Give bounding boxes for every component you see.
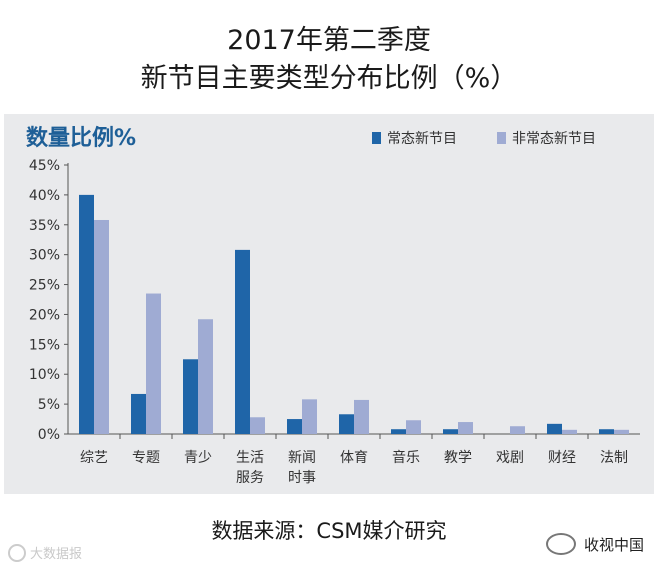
y-tick-label: 30% bbox=[29, 248, 60, 264]
x-tick-label: 综艺 bbox=[80, 450, 108, 466]
x-tick-label: 时事 bbox=[288, 470, 316, 486]
x-tick-label: 音乐 bbox=[392, 449, 420, 466]
y-tick-label: 20% bbox=[29, 307, 60, 323]
watermark-right-text: 收视中国 bbox=[583, 535, 644, 554]
x-tick-label: 财经 bbox=[548, 450, 576, 466]
bar-regular bbox=[391, 429, 406, 434]
y-tick-label: 5% bbox=[38, 397, 60, 413]
x-tick-label: 戏剧 bbox=[496, 450, 524, 466]
bar-regular bbox=[79, 194, 94, 434]
y-tick-label: 45% bbox=[29, 158, 60, 174]
x-tick-label: 教学 bbox=[444, 450, 472, 466]
y-tick-label: 0% bbox=[38, 427, 60, 443]
chart-panel bbox=[4, 114, 654, 494]
watermark-logo-icon bbox=[8, 543, 26, 562]
y-axis-label: 数量比例% bbox=[26, 126, 137, 151]
bar-special bbox=[406, 420, 421, 434]
y-tick-label: 15% bbox=[29, 337, 60, 353]
bar-special bbox=[198, 319, 213, 434]
bar-special bbox=[562, 429, 577, 434]
watermark-left: 大数据报 bbox=[8, 543, 82, 562]
bar-special bbox=[354, 399, 369, 434]
bar-special bbox=[94, 219, 109, 434]
y-tick-label: 25% bbox=[29, 278, 60, 294]
legend-swatch-special bbox=[497, 132, 506, 144]
x-tick-label: 青少 bbox=[184, 450, 212, 466]
bar-regular bbox=[599, 429, 614, 434]
legend-label-regular: 常态新节目 bbox=[387, 131, 457, 147]
data-source: 数据来源：CSM媒介研究 bbox=[211, 519, 447, 543]
wechat-icon bbox=[545, 533, 576, 555]
x-tick-label: 新闻 bbox=[288, 450, 316, 466]
bar-regular bbox=[235, 249, 250, 434]
bar-special bbox=[146, 293, 161, 434]
watermark-right: 收视中国 bbox=[545, 533, 644, 555]
watermark-left-text: 大数据报 bbox=[30, 547, 83, 562]
bar-special bbox=[250, 417, 265, 434]
y-tick-label: 10% bbox=[29, 367, 60, 383]
bar-special bbox=[614, 429, 629, 434]
x-tick-label: 生活 bbox=[236, 450, 264, 466]
bar-regular bbox=[547, 423, 562, 434]
x-tick-label: 体育 bbox=[340, 450, 368, 466]
bar-regular bbox=[339, 414, 354, 434]
x-tick-label: 法制 bbox=[600, 450, 628, 466]
chart-title-line2: 新节目主要类型分布比例（%） bbox=[140, 63, 518, 94]
legend-label-special: 非常态新节目 bbox=[512, 131, 596, 147]
x-tick-label: 专题 bbox=[132, 450, 160, 466]
bar-special bbox=[302, 399, 317, 434]
legend-item-regular: 常态新节目 bbox=[372, 128, 457, 148]
bar-regular bbox=[443, 429, 458, 434]
y-tick-label: 35% bbox=[29, 218, 60, 234]
legend-swatch-regular bbox=[372, 132, 381, 144]
bar-special bbox=[510, 426, 525, 434]
bar-regular bbox=[183, 359, 198, 434]
x-tick-label: 服务 bbox=[236, 470, 264, 486]
y-tick-label: 40% bbox=[29, 188, 60, 204]
chart-title-line1: 2017年第二季度 bbox=[227, 25, 431, 56]
bar-regular bbox=[287, 419, 302, 434]
bar-regular bbox=[131, 393, 146, 434]
bar-special bbox=[458, 422, 473, 434]
legend-item-special: 非常态新节目 bbox=[497, 128, 596, 148]
